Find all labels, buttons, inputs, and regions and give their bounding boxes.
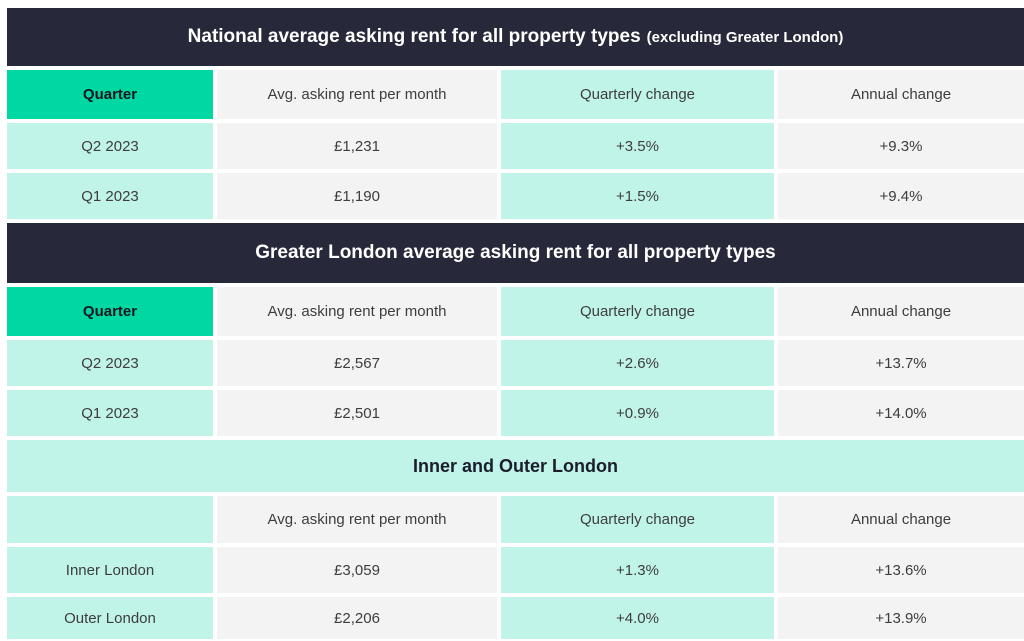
cell-annual-change: +13.7% (778, 340, 1024, 386)
cell-rent: £2,567 (217, 340, 497, 386)
cell-annual-change: +9.3% (778, 123, 1024, 169)
national-title-bar: National average asking rent for all pro… (7, 8, 1024, 66)
national-title-note: (excluding Greater London) (646, 28, 844, 46)
column-header-empty (7, 496, 213, 543)
cell-quarter: Q1 2023 (7, 390, 213, 436)
column-header-quarterly-change: Quarterly change (501, 496, 774, 543)
cell-quarter: Q2 2023 (7, 340, 213, 386)
cell-quarterly-change: +1.5% (501, 173, 774, 219)
cell-quarterly-change: +4.0% (501, 597, 774, 639)
cell-rent: £3,059 (217, 547, 497, 593)
column-header-annual-change: Annual change (778, 287, 1024, 336)
column-header-quarterly-change: Quarterly change (501, 70, 774, 119)
cell-area: Inner London (7, 547, 213, 593)
cell-quarterly-change: +1.3% (501, 547, 774, 593)
cell-quarterly-change: +3.5% (501, 123, 774, 169)
table-national: National average asking rent for all pro… (7, 8, 1024, 219)
column-header-rent: Avg. asking rent per month (217, 287, 497, 336)
table-greater-london: Greater London average asking rent for a… (7, 223, 1024, 436)
greater-london-title-bar: Greater London average asking rent for a… (7, 223, 1024, 283)
greater-london-title: Greater London average asking rent for a… (255, 242, 776, 263)
cell-area: Outer London (7, 597, 213, 639)
table-inner-outer-london: Inner and Outer London Avg. asking rent … (7, 440, 1024, 639)
cell-quarterly-change: +0.9% (501, 390, 774, 436)
cell-quarterly-change: +2.6% (501, 340, 774, 386)
column-header-quarter: Quarter (7, 287, 213, 336)
cell-rent: £2,206 (217, 597, 497, 639)
cell-quarter: Q2 2023 (7, 123, 213, 169)
cell-quarter: Q1 2023 (7, 173, 213, 219)
inner-outer-banner: Inner and Outer London (7, 440, 1024, 492)
cell-annual-change: +13.9% (778, 597, 1024, 639)
cell-rent: £1,190 (217, 173, 497, 219)
cell-annual-change: +9.4% (778, 173, 1024, 219)
column-header-annual-change: Annual change (778, 70, 1024, 119)
national-title: National average asking rent for all pro… (187, 26, 641, 47)
cell-annual-change: +14.0% (778, 390, 1024, 436)
cell-rent: £2,501 (217, 390, 497, 436)
column-header-rent: Avg. asking rent per month (217, 496, 497, 543)
cell-rent: £1,231 (217, 123, 497, 169)
cell-annual-change: +13.6% (778, 547, 1024, 593)
column-header-rent: Avg. asking rent per month (217, 70, 497, 119)
column-header-annual-change: Annual change (778, 496, 1024, 543)
column-header-quarterly-change: Quarterly change (501, 287, 774, 336)
column-header-quarter: Quarter (7, 70, 213, 119)
